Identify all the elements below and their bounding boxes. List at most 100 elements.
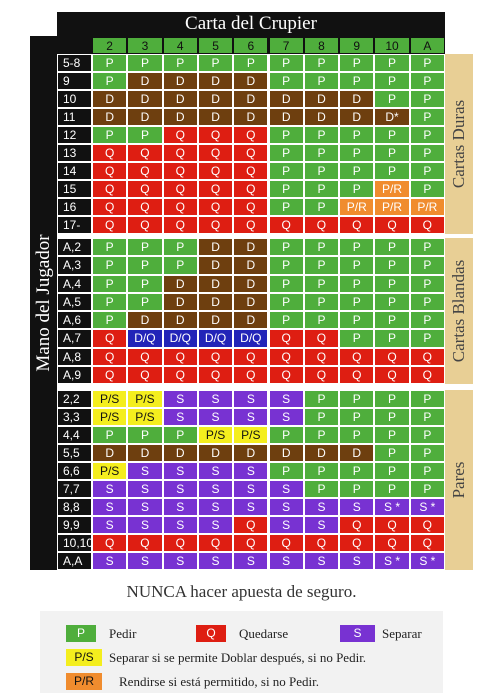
strategy-cell: S xyxy=(197,552,234,570)
strategy-cell: Q xyxy=(303,365,340,384)
strategy-cell: D xyxy=(197,274,234,293)
strategy-cell: P xyxy=(374,162,410,180)
strategy-cell: P/R xyxy=(374,180,410,198)
strategy-cell: P xyxy=(339,408,375,426)
dealer-card-3: 3 xyxy=(127,37,163,54)
strategy-cell: S xyxy=(162,516,198,534)
strategy-cell: P xyxy=(127,274,163,293)
strategy-cell: P xyxy=(303,292,340,311)
strategy-cell: D xyxy=(197,311,234,330)
strategy-cell: P xyxy=(409,329,445,348)
dealer-card-2: 2 xyxy=(92,37,128,54)
strategy-cell: D xyxy=(303,444,340,462)
dealer-card-6: 6 xyxy=(233,37,269,54)
strategy-cell: D xyxy=(162,108,198,126)
strategy-cell: Q xyxy=(374,347,410,366)
strategy-cell: P xyxy=(374,256,410,275)
strategy-cell: D xyxy=(233,292,269,311)
strategy-cell: Q xyxy=(268,216,304,234)
strategy-cell: P xyxy=(374,126,410,144)
strategy-cell: S xyxy=(127,516,163,534)
strategy-cell: P xyxy=(92,274,128,293)
strategy-cell: Q xyxy=(197,216,234,234)
strategy-cell: S xyxy=(303,552,340,570)
strategy-cell: P xyxy=(374,90,410,108)
strategy-cell: Q xyxy=(162,126,198,144)
strategy-cell: Q xyxy=(303,534,340,552)
strategy-cell: Q xyxy=(127,216,163,234)
strategy-cell: D xyxy=(233,311,269,330)
strategy-cell: P xyxy=(303,126,340,144)
strategy-cell: P xyxy=(92,311,128,330)
strategy-cell: P xyxy=(409,274,445,293)
strategy-cell: P xyxy=(409,144,445,162)
strategy-cell: S xyxy=(303,498,340,516)
strategy-cell: Q xyxy=(374,534,410,552)
strategy-cell: P xyxy=(409,126,445,144)
strategy-cell: D xyxy=(339,90,375,108)
strategy-cell: S xyxy=(127,552,163,570)
strategy-cell: P xyxy=(339,162,375,180)
legend-text-pedir: Pedir xyxy=(109,626,137,641)
strategy-cell: P xyxy=(268,144,304,162)
strategy-cell: P xyxy=(339,480,375,498)
strategy-cell: S xyxy=(233,462,269,480)
strategy-cell: P xyxy=(197,54,234,72)
strategy-cell: Q xyxy=(92,329,128,348)
strategy-cell: D xyxy=(127,311,163,330)
strategy-cell: P xyxy=(409,180,445,198)
strategy-cell: P xyxy=(339,274,375,293)
strategy-cell: S xyxy=(162,462,198,480)
strategy-cell: Q xyxy=(268,347,304,366)
strategy-cell: D xyxy=(303,108,340,126)
legend-swatch-pedir: P xyxy=(66,625,96,642)
strategy-cell: D/Q xyxy=(162,329,198,348)
strategy-cell: P xyxy=(162,256,198,275)
strategy-cell: P xyxy=(339,144,375,162)
strategy-cell: P xyxy=(339,311,375,330)
player-hand-a-a: A,A xyxy=(57,552,92,570)
strategy-cell: P xyxy=(409,72,445,90)
strategy-cell: P xyxy=(409,462,445,480)
strategy-cell: Q xyxy=(127,347,163,366)
strategy-cell: Q xyxy=(92,347,128,366)
strategy-cell: P xyxy=(233,54,269,72)
strategy-cell: P xyxy=(409,292,445,311)
strategy-cell: P xyxy=(303,162,340,180)
strategy-cell: S xyxy=(162,552,198,570)
strategy-cell: P xyxy=(127,54,163,72)
strategy-cell: D xyxy=(162,292,198,311)
strategy-cell: S xyxy=(197,498,234,516)
section-label-text: Pares xyxy=(449,461,468,499)
player-hand-9: 9 xyxy=(57,72,92,90)
strategy-cell: P xyxy=(303,311,340,330)
strategy-cell: P xyxy=(303,462,340,480)
strategy-cell: P xyxy=(268,54,304,72)
strategy-cell: S xyxy=(268,480,304,498)
strategy-cell: D xyxy=(268,90,304,108)
strategy-cell: P xyxy=(374,480,410,498)
player-hand-12: 12 xyxy=(57,126,92,144)
strategy-cell: Q xyxy=(268,534,304,552)
strategy-cell: P xyxy=(339,126,375,144)
strategy-cell: P xyxy=(127,426,163,444)
strategy-cell: Q xyxy=(197,126,234,144)
strategy-cell: P xyxy=(374,390,410,408)
strategy-cell: D xyxy=(233,108,269,126)
strategy-cell: P xyxy=(374,54,410,72)
strategy-cell: S * xyxy=(409,552,445,570)
strategy-cell: D xyxy=(127,72,163,90)
strategy-cell: S xyxy=(92,552,128,570)
strategy-cell: P xyxy=(303,54,340,72)
strategy-cell: P xyxy=(409,54,445,72)
strategy-cell: P xyxy=(374,426,410,444)
strategy-cell: Q xyxy=(92,365,128,384)
strategy-cell: S xyxy=(197,408,234,426)
strategy-cell: S xyxy=(233,480,269,498)
legend-swatch-pedir-separar: P/S xyxy=(66,649,102,666)
strategy-cell: D* xyxy=(374,108,410,126)
section-label-cartas-duras: Cartas Duras xyxy=(445,54,473,234)
strategy-cell: Q xyxy=(339,347,375,366)
legend-swatch-quedarse: Q xyxy=(196,625,226,642)
strategy-cell: P xyxy=(127,292,163,311)
